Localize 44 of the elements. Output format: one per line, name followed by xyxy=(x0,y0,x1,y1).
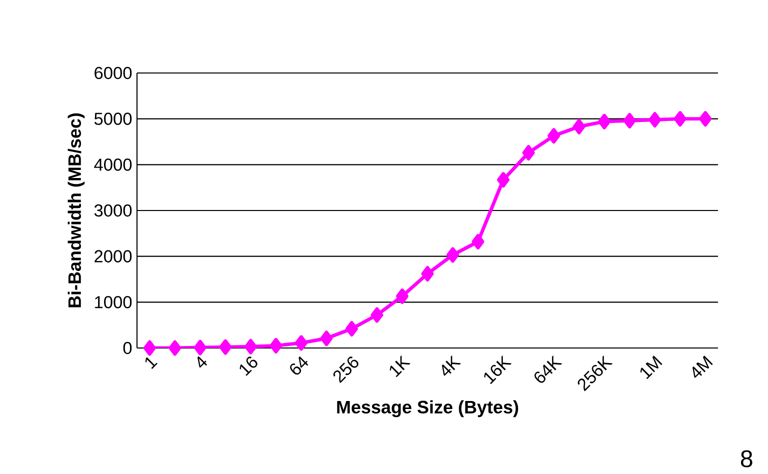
x-tick-label: 16 xyxy=(240,356,258,376)
point xyxy=(168,340,182,356)
y-tick-label: 5000 xyxy=(94,112,132,125)
x-tick-label: 1 xyxy=(145,357,158,369)
point xyxy=(497,172,510,188)
x-tick-label: 4 xyxy=(197,356,208,368)
point xyxy=(194,340,206,356)
point xyxy=(370,307,384,323)
point xyxy=(345,321,358,336)
y-tick-label: 4000 xyxy=(94,158,132,171)
point xyxy=(699,111,712,127)
y-tick-label: 6000 xyxy=(94,66,132,80)
point xyxy=(598,114,611,130)
point xyxy=(294,335,308,351)
y-tick-label: 0 xyxy=(123,342,132,354)
point xyxy=(472,234,484,250)
point xyxy=(648,112,662,128)
point xyxy=(396,288,408,304)
y-tick-label: 1000 xyxy=(95,296,132,308)
x-tick-label: 4M xyxy=(692,356,713,378)
point xyxy=(320,330,333,346)
x-axis-title: Message Size (Bytes) xyxy=(337,400,518,418)
x-tick-label: 1M xyxy=(640,356,662,380)
y-axis-title: Bi-Bandwidth (MB/sec) xyxy=(68,113,85,308)
point xyxy=(674,111,686,127)
x-tick-label: 64 xyxy=(290,356,308,375)
point xyxy=(623,112,636,128)
point xyxy=(270,338,282,354)
text: 8 xyxy=(740,450,752,468)
x-tick-label: 256 xyxy=(333,356,358,384)
point xyxy=(421,266,434,282)
x-tick-label: 1K xyxy=(390,355,411,378)
point xyxy=(522,145,535,160)
point xyxy=(143,340,156,356)
point xyxy=(219,339,232,355)
x-tick-label: 16K xyxy=(484,355,512,384)
x-tick-label: 4K xyxy=(442,355,462,376)
y-tick-label: 2000 xyxy=(94,250,132,262)
point xyxy=(548,128,560,144)
y-tick-label: 3000 xyxy=(94,204,132,217)
point xyxy=(572,118,586,134)
x-tick-label: 64K xyxy=(534,355,562,383)
point xyxy=(244,338,257,354)
point xyxy=(446,247,459,263)
